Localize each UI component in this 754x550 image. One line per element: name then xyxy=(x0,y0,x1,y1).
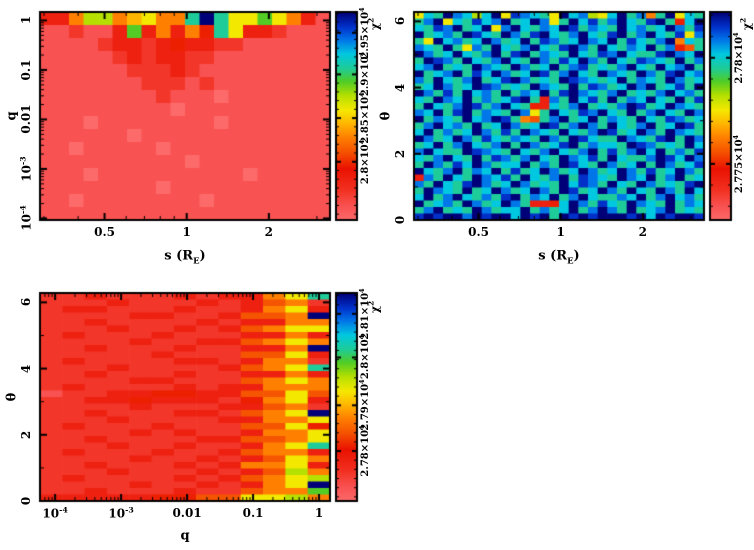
y-tick-label: 10-4 xyxy=(18,205,34,232)
heatmap-canvas-s-theta xyxy=(374,0,754,281)
y-tick-label: 1 xyxy=(19,16,33,25)
y-axis-title-theta: θ xyxy=(4,392,20,402)
x-tick-label: 2 xyxy=(638,225,648,239)
colorbar-tick-label: 2.78×104 xyxy=(357,425,372,477)
colorbar-title-chi2: χ2 xyxy=(738,17,754,31)
y-tick-label: 0.01 xyxy=(19,104,33,135)
x-tick-label: 2 xyxy=(264,225,274,239)
panel-s-q: q s (RE) χ2 0.51210.10.0110-310-42.8×104… xyxy=(0,0,390,281)
y-tick-label: 6 xyxy=(19,298,33,307)
x-tick-label: 0.1 xyxy=(242,506,264,520)
y-tick-label: 4 xyxy=(393,83,407,92)
colorbar-tick-label: 2.78×104 xyxy=(731,32,746,84)
y-tick-label: 2 xyxy=(19,430,33,439)
x-tick-label: 10-4 xyxy=(42,505,68,521)
panel-s-theta: θ s (RE) χ2 0.5 1 2 0 2 4 6 2.775×104 2.78×104 xyxy=(374,0,754,281)
x-axis-title-q: q xyxy=(180,528,190,544)
y-tick-label: 4 xyxy=(19,364,33,373)
x-tick-label: 10-3 xyxy=(108,505,134,521)
y-tick-label: 0.1 xyxy=(19,59,33,81)
y-tick-label: 2 xyxy=(393,149,407,158)
colorbar-tick-label: 2.9×104 xyxy=(357,52,372,97)
colorbar-tick-label: 2.8×104 xyxy=(357,335,372,380)
x-tick-label: 0.5 xyxy=(468,225,489,239)
colorbar-tick-label: 2.8×104 xyxy=(357,139,372,184)
x-axis-title-s: s (RE) xyxy=(164,248,206,266)
x-tick-label: 0.01 xyxy=(172,506,202,520)
y-tick-label: 6 xyxy=(393,17,407,26)
colorbar-tick-label: 2.79×104 xyxy=(357,379,372,431)
panel-q-theta: θ q χ2 10-4 10-3 0.01 0.1 1 0 2 4 6 2.78×104 2.79×… xyxy=(0,281,390,550)
x-tick-label: 1 xyxy=(556,225,565,239)
y-tick-label: 10-3 xyxy=(18,156,34,182)
y-axis-title-theta: θ xyxy=(378,111,394,121)
colorbar-tick-label: 2.85×104 xyxy=(357,92,372,144)
colorbar-tick-label: 2.81×104 xyxy=(357,288,372,340)
x-tick-label: 0.5 xyxy=(94,225,115,239)
colorbar-tick-label: 2.775×104 xyxy=(731,134,746,193)
y-tick-label: 0 xyxy=(393,215,407,225)
heatmap-canvas-q-theta xyxy=(0,281,390,550)
colorbar-tick-label: 2.95×104 xyxy=(357,7,372,59)
heatmap-canvas-s-q xyxy=(0,0,390,281)
x-axis-title-s: s (RE) xyxy=(538,248,580,266)
x-tick-label: 1 xyxy=(314,506,324,520)
y-tick-label: 0 xyxy=(19,496,33,506)
y-axis-title-q: q xyxy=(4,111,20,121)
x-tick-label: 1 xyxy=(182,225,191,239)
